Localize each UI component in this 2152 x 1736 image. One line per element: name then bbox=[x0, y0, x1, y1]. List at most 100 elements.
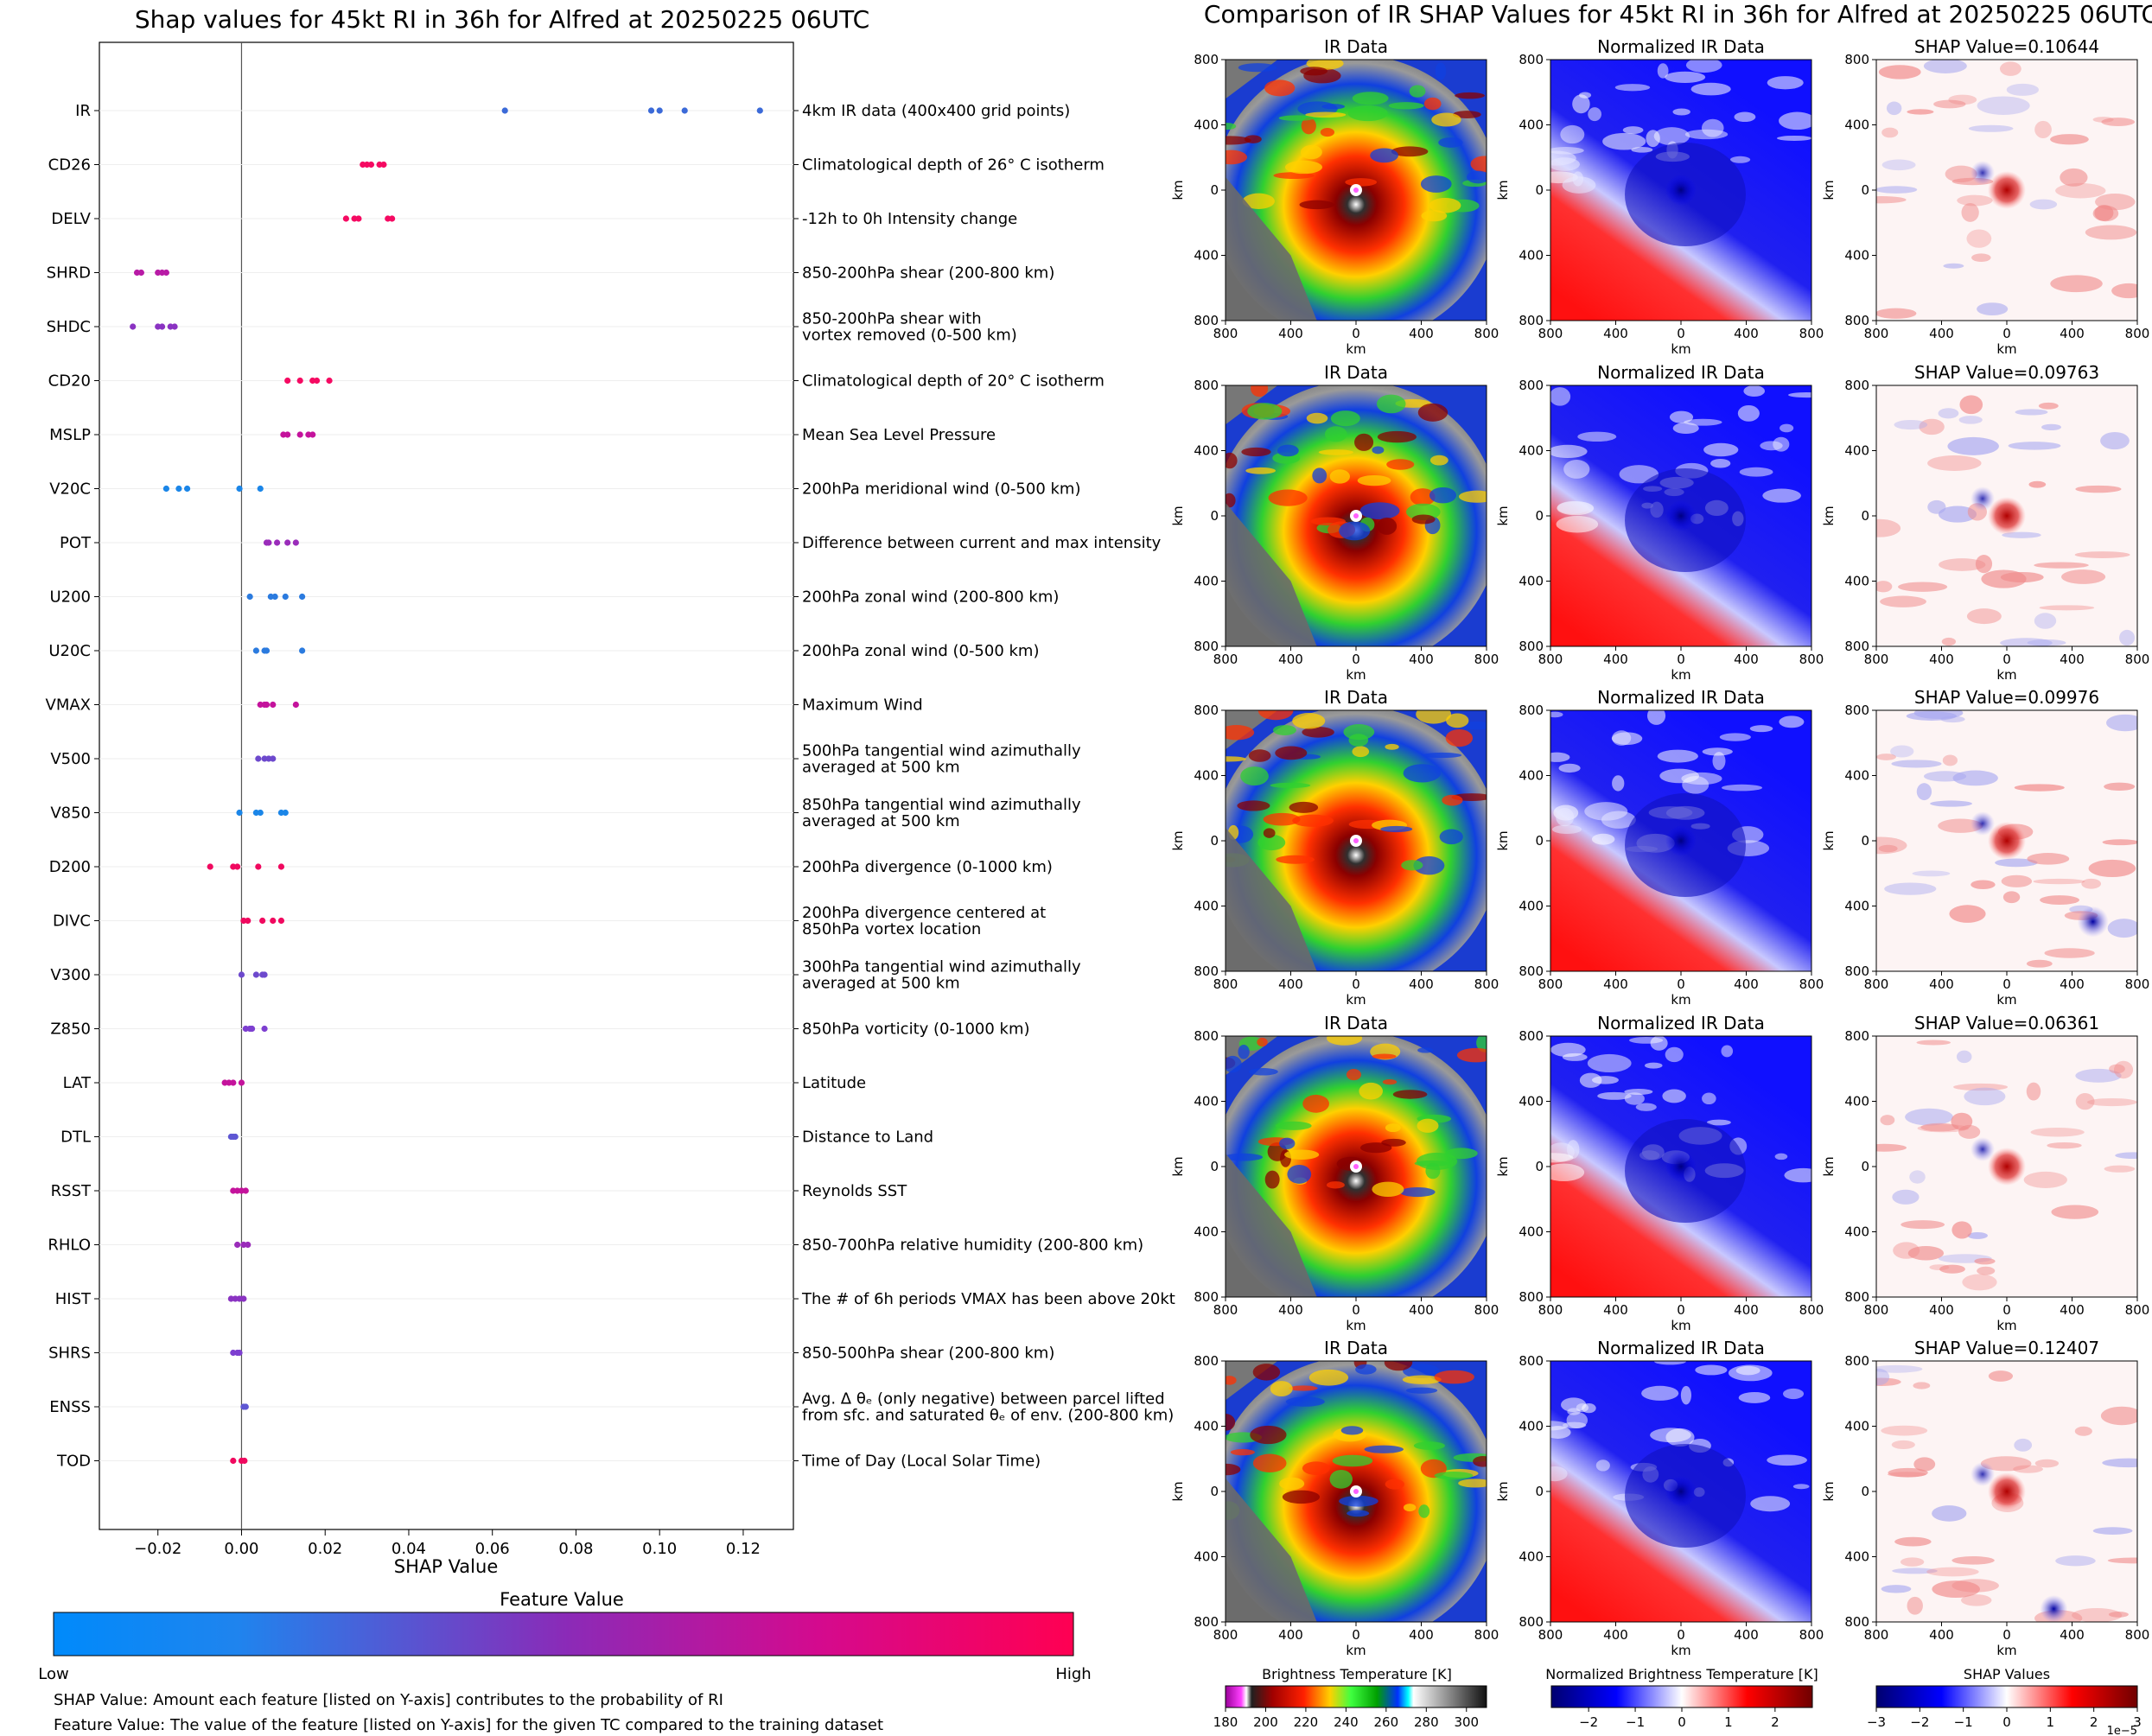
feature-desc-shdc: vortex removed (0-500 km) bbox=[802, 327, 1017, 345]
y-tick-label: 0 bbox=[1210, 1159, 1219, 1174]
y-tick-label: 800 bbox=[1844, 639, 1869, 654]
x-tick-label: 800 bbox=[1213, 1627, 1238, 1643]
y-tick-label: 800 bbox=[1844, 963, 1869, 979]
colorbar-tick-label: 0 bbox=[1678, 1714, 1686, 1730]
y-tick-label: 800 bbox=[1194, 313, 1219, 328]
y-tick-label: 800 bbox=[1518, 963, 1544, 979]
colorbar-tick-label: 300 bbox=[1454, 1714, 1479, 1730]
feature-name-mslp: MSLP bbox=[49, 426, 91, 444]
shap-point-ir bbox=[756, 107, 763, 114]
y-tick-label: 400 bbox=[1518, 118, 1544, 133]
y-tick-label: 800 bbox=[1844, 1289, 1869, 1305]
shap-point-vmax bbox=[263, 701, 271, 709]
colorbar-high-label: High bbox=[1055, 1665, 1091, 1683]
x-tick-label: 400 bbox=[1734, 1302, 1759, 1318]
y-tick-label: 400 bbox=[1518, 574, 1544, 589]
colorbar-tick-label: 3 bbox=[2133, 1714, 2142, 1730]
shap-point-shdc bbox=[130, 323, 137, 330]
y-tick-label: 400 bbox=[1844, 1224, 1869, 1240]
colorbar-low-label: Low bbox=[38, 1665, 68, 1683]
feature-desc-u20c: 200hPa zonal wind (0-500 km) bbox=[802, 642, 1040, 660]
x-tick-label: 0.10 bbox=[642, 1540, 677, 1558]
y-axis-label: km bbox=[1821, 1156, 1837, 1176]
colorbar-title: Feature Value bbox=[500, 1589, 624, 1610]
panel-r2-c1: IR Data 800 400 0 400 800 km 800 400 0 400 800 km bbox=[1170, 362, 1499, 683]
left-chart-title: Shap values for 45kt RI in 36h for Alfre… bbox=[135, 5, 869, 34]
feature-desc-d200: 200hPa divergence (0-1000 km) bbox=[802, 858, 1053, 876]
shap-point-pot bbox=[292, 539, 299, 546]
right-panel-title: Comparison of IR SHAP Values for 45kt RI… bbox=[1204, 0, 2152, 29]
shap-colorbar bbox=[1875, 1685, 2138, 1708]
colorbar-tick-label: 180 bbox=[1213, 1714, 1238, 1730]
x-tick-label: 400 bbox=[1929, 1627, 1954, 1643]
image bbox=[1226, 385, 1487, 646]
x-tick-label: 800 bbox=[1864, 326, 1889, 341]
shap-point-v850 bbox=[236, 809, 243, 817]
x-tick-label: 800 bbox=[1213, 976, 1238, 992]
feature-desc-delv: -12h to 0h Intensity change bbox=[802, 210, 1017, 228]
image bbox=[1876, 60, 2137, 321]
shap-point-v20c bbox=[175, 485, 182, 493]
x-tick-label: 800 bbox=[1538, 1627, 1563, 1643]
x-tick-label: 400 bbox=[1603, 326, 1628, 341]
x-tick-label: 400 bbox=[1603, 1627, 1628, 1643]
panel-r1-c3: SHAP Value=0.10644 800 400 0 400 800 km 800 400 0… bbox=[1821, 36, 2149, 357]
panel-r5-c2: Normalized IR Data 800 400 0 400 800 km 800 400 0… bbox=[1495, 1338, 1824, 1658]
y-tick-label: 0 bbox=[1861, 1159, 1869, 1174]
y-axis-label: km bbox=[1170, 506, 1186, 525]
x-axis-ticks: −0.02 0.00 0.02 0.04 0.06 0.08 0.10 0.12 bbox=[134, 1529, 761, 1558]
y-tick-label: 400 bbox=[1844, 899, 1869, 914]
feature-desc-vmax: Maximum Wind bbox=[802, 696, 923, 715]
y-tick-label: 800 bbox=[1518, 1028, 1544, 1044]
x-axis-label: SHAP Value bbox=[394, 1556, 499, 1577]
shap-point-d200 bbox=[234, 863, 241, 870]
y-tick-label: 400 bbox=[1194, 899, 1219, 914]
panel-r3-c2: Normalized IR Data 800 400 0 400 800 km 800 400 0… bbox=[1495, 687, 1824, 1008]
x-tick-label: 400 bbox=[1603, 652, 1628, 667]
y-tick-label: 0 bbox=[1210, 508, 1219, 524]
feature-name-hist: HIST bbox=[55, 1290, 92, 1308]
x-axis-label: km bbox=[1671, 1643, 1690, 1658]
feature-desc-dtl: Distance to Land bbox=[802, 1129, 933, 1147]
x-tick-label: 400 bbox=[1734, 1627, 1759, 1643]
feature-name-z850: Z850 bbox=[50, 1021, 91, 1039]
x-axis-label: km bbox=[1346, 1318, 1366, 1333]
x-tick-label: 0.00 bbox=[224, 1540, 258, 1558]
feature-name-rsst: RSST bbox=[51, 1182, 92, 1200]
feature-desc-shrs: 850-500hPa shear (200-800 km) bbox=[802, 1345, 1054, 1363]
shap-point-cd20 bbox=[284, 377, 291, 385]
shap-point-z850 bbox=[261, 1025, 268, 1033]
x-axis-label: km bbox=[1996, 341, 2016, 357]
x-tick-label: 0 bbox=[1352, 326, 1360, 341]
x-tick-label: 400 bbox=[1734, 652, 1759, 667]
shap-point-hist bbox=[240, 1295, 247, 1302]
shap-value-title: SHAP Value=0.10644 bbox=[1914, 36, 2099, 57]
y-tick-label: 800 bbox=[1194, 52, 1219, 67]
x-tick-label: 400 bbox=[2060, 652, 2085, 667]
bt-colorbar-title: Brightness Temperature [K] bbox=[1262, 1666, 1452, 1682]
colorbar-tick-label: 220 bbox=[1294, 1714, 1319, 1730]
shap-point-rhlo bbox=[234, 1241, 241, 1249]
x-tick-label: 400 bbox=[1278, 976, 1303, 992]
feature-desc-pot: Difference between current and max inten… bbox=[802, 534, 1162, 552]
image bbox=[1550, 710, 1811, 971]
y-tick-label: 400 bbox=[1518, 1419, 1544, 1434]
y-tick-label: 400 bbox=[1844, 248, 1869, 264]
feature-name-cd20: CD20 bbox=[48, 372, 91, 391]
y-tick-label: 400 bbox=[1844, 1549, 1869, 1565]
shap-point-d200 bbox=[277, 863, 285, 870]
x-tick-label: 0 bbox=[1677, 652, 1685, 667]
shap-point-pot bbox=[273, 539, 281, 546]
feature-desc-shdc: 850-200hPa shear with bbox=[802, 310, 982, 328]
x-tick-label: 400 bbox=[1734, 326, 1759, 341]
y-axis-label: km bbox=[1495, 506, 1511, 525]
x-axis-label: km bbox=[1671, 341, 1690, 357]
feature-name-divc: DIVC bbox=[53, 913, 91, 931]
y-tick-label: 0 bbox=[1535, 1159, 1544, 1174]
feature-name-v300: V300 bbox=[50, 966, 91, 984]
panel-r4-c2: Normalized IR Data 800 400 0 400 800 km 800 400 0… bbox=[1495, 1013, 1824, 1333]
x-tick-label: 800 bbox=[1799, 652, 1824, 667]
x-tick-label: 0 bbox=[1677, 1627, 1685, 1643]
feature-desc-enss: from sfc. and saturated θₑ of env. (200-… bbox=[802, 1407, 1174, 1425]
